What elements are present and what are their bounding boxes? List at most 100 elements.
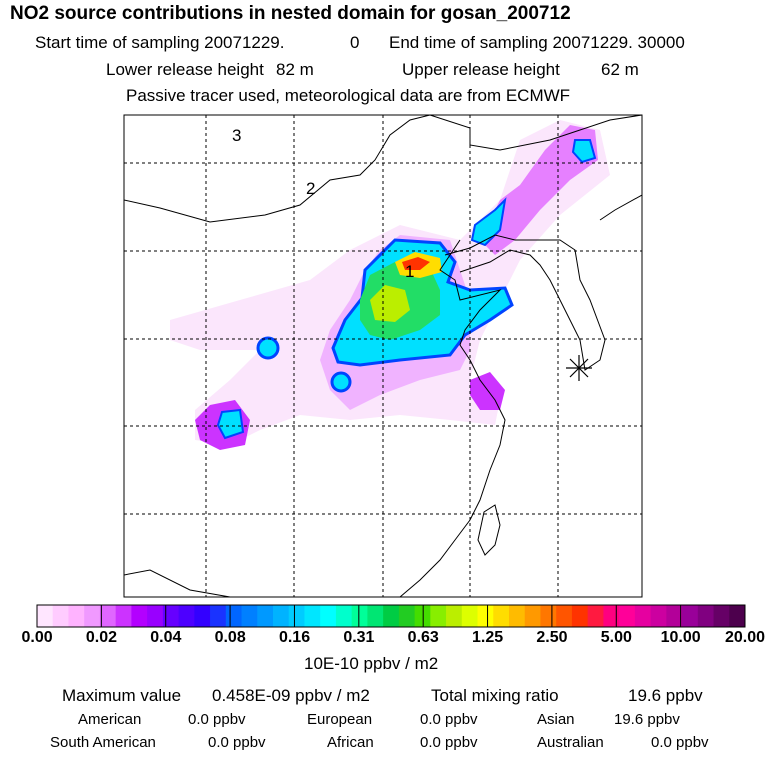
total-mixing-value: 19.6 ppbv: [628, 686, 703, 705]
colorbar-swatch: [131, 605, 148, 627]
graticule: [124, 115, 642, 597]
plume-max-core: [402, 257, 430, 270]
colorbar-swatch: [634, 605, 652, 627]
colorbar-swatch: [84, 605, 101, 627]
colorbar-swatch: [68, 605, 85, 627]
colorbar-swatch: [446, 605, 463, 627]
colorbar-swatch: [210, 605, 227, 627]
colorbar-swatch: [713, 605, 730, 627]
max-value-label: Maximum value: [62, 686, 182, 705]
page-title: NO2 source contributions in nested domai…: [10, 3, 571, 24]
colorbar-swatch: [241, 605, 258, 627]
colorbar-swatch: [477, 605, 494, 627]
colorbar-swatch: [682, 605, 699, 627]
colorbar-swatch: [257, 605, 274, 627]
colorbar-swatch: [729, 605, 746, 627]
region-value-australian: 0.0 ppbv: [651, 734, 709, 751]
plume-layer: [124, 115, 642, 597]
lower-release-label: Lower release height: [106, 60, 264, 79]
plume-yellow: [370, 285, 410, 322]
plume-spot-west: [256, 336, 280, 360]
region-name-european: European: [307, 711, 373, 728]
upper-release-value: 62 m: [601, 60, 639, 79]
colorbar-swatch: [398, 605, 416, 627]
colorbar-swatch: [383, 605, 400, 627]
colorbar-swatch: [147, 605, 164, 627]
plume-spot-south: [330, 371, 352, 393]
colorbar-tick-label: 0.16: [278, 629, 311, 646]
plume-ne-core-2: [571, 139, 597, 164]
colorbar-swatch: [351, 605, 368, 627]
colorbar-swatch: [509, 605, 526, 627]
region-value-asian: 19.6 ppbv: [614, 711, 680, 728]
colorbar-swatch: [524, 605, 541, 627]
colorbar-swatch: [273, 605, 290, 627]
colorbar-swatch: [194, 605, 211, 627]
region-name-south-american: South American: [50, 734, 156, 751]
coastline: [399, 239, 506, 597]
colorbar-swatch: [666, 605, 683, 627]
colorbar-swatch: [178, 605, 195, 627]
colorbar-tick-label: 2.50: [536, 629, 568, 646]
plume-ne-core: [470, 197, 507, 247]
domain-label-3: 3: [232, 126, 241, 145]
region-value-south-american: 0.0 ppbv: [208, 734, 266, 751]
colorbar-swatch: [37, 605, 54, 627]
start-time-label: Start time of sampling 20071229.: [35, 33, 285, 52]
colorbar-swatch: [430, 605, 447, 627]
colorbar-tick-label: 0.63: [407, 629, 439, 646]
colorbar-swatch: [697, 605, 715, 627]
upper-release-label: Upper release height: [402, 60, 560, 79]
region-name-african: African: [327, 734, 374, 751]
plume-spot-sw: [216, 408, 245, 440]
region-value-european: 0.0 ppbv: [420, 711, 478, 728]
colorbar-swatch: [493, 605, 510, 627]
colorbar-swatch: [540, 605, 557, 627]
domain-label-2: 2: [306, 179, 315, 198]
colorbar-tick-label: 0.31: [343, 629, 375, 646]
colorbar-swatch: [367, 605, 384, 627]
colorbar-swatch: [603, 605, 620, 627]
region-value-african: 0.0 ppbv: [420, 734, 478, 751]
colorbar-swatch: [288, 605, 305, 627]
colorbar-swatch: [52, 605, 69, 627]
colorbar-tick-label: 0.04: [150, 629, 182, 646]
colorbar-tick-label: 0.08: [214, 629, 246, 646]
end-time-label: End time of sampling 20071229. 30000: [389, 33, 685, 52]
max-value: 0.458E-09 ppbv / m2: [212, 686, 370, 705]
colorbar-swatch: [619, 605, 636, 627]
colorbar-tick-label: 20.00: [725, 629, 766, 646]
colorbar-swatch: [650, 605, 667, 627]
colorbar-tick-label: 1.25: [472, 629, 504, 646]
domain-label-1: 1: [405, 262, 414, 281]
region-name-asian: Asian: [537, 711, 575, 728]
map-frame: [123, 114, 643, 598]
colorbar-swatch: [115, 605, 132, 627]
south-border: [124, 569, 231, 597]
colorbar-swatch: [461, 605, 479, 627]
plume-northeast: [480, 125, 598, 255]
lower-release-value: 82 m: [276, 60, 314, 79]
korea-coast: [444, 234, 606, 371]
border-line: [124, 115, 642, 223]
japan-sea-coast: [599, 194, 642, 221]
region-name-american: American: [78, 711, 142, 728]
taiwan-outline: [477, 504, 501, 556]
colorbar-swatch: [320, 605, 337, 627]
colorbar-swatch: [571, 605, 589, 627]
tracer-note: Passive tracer used, meteorological data…: [126, 86, 571, 105]
colorbar-tick-label: 10.00: [660, 629, 701, 646]
colorbar-swatch: [304, 605, 321, 627]
plume-east: [470, 372, 505, 410]
colorbar-swatch: [225, 605, 243, 627]
colorbar-frame: [36, 604, 746, 628]
colorbar-swatch: [556, 605, 573, 627]
total-mixing-label: Total mixing ratio: [431, 686, 559, 705]
region-name-australian: Australian: [537, 734, 604, 751]
colorbar-swatch: [587, 605, 604, 627]
start-time-value: 0: [350, 33, 360, 52]
colorbar-swatch: [335, 605, 353, 627]
colorbar: [36, 604, 746, 628]
colorbar-tick-label: 5.00: [600, 629, 632, 646]
